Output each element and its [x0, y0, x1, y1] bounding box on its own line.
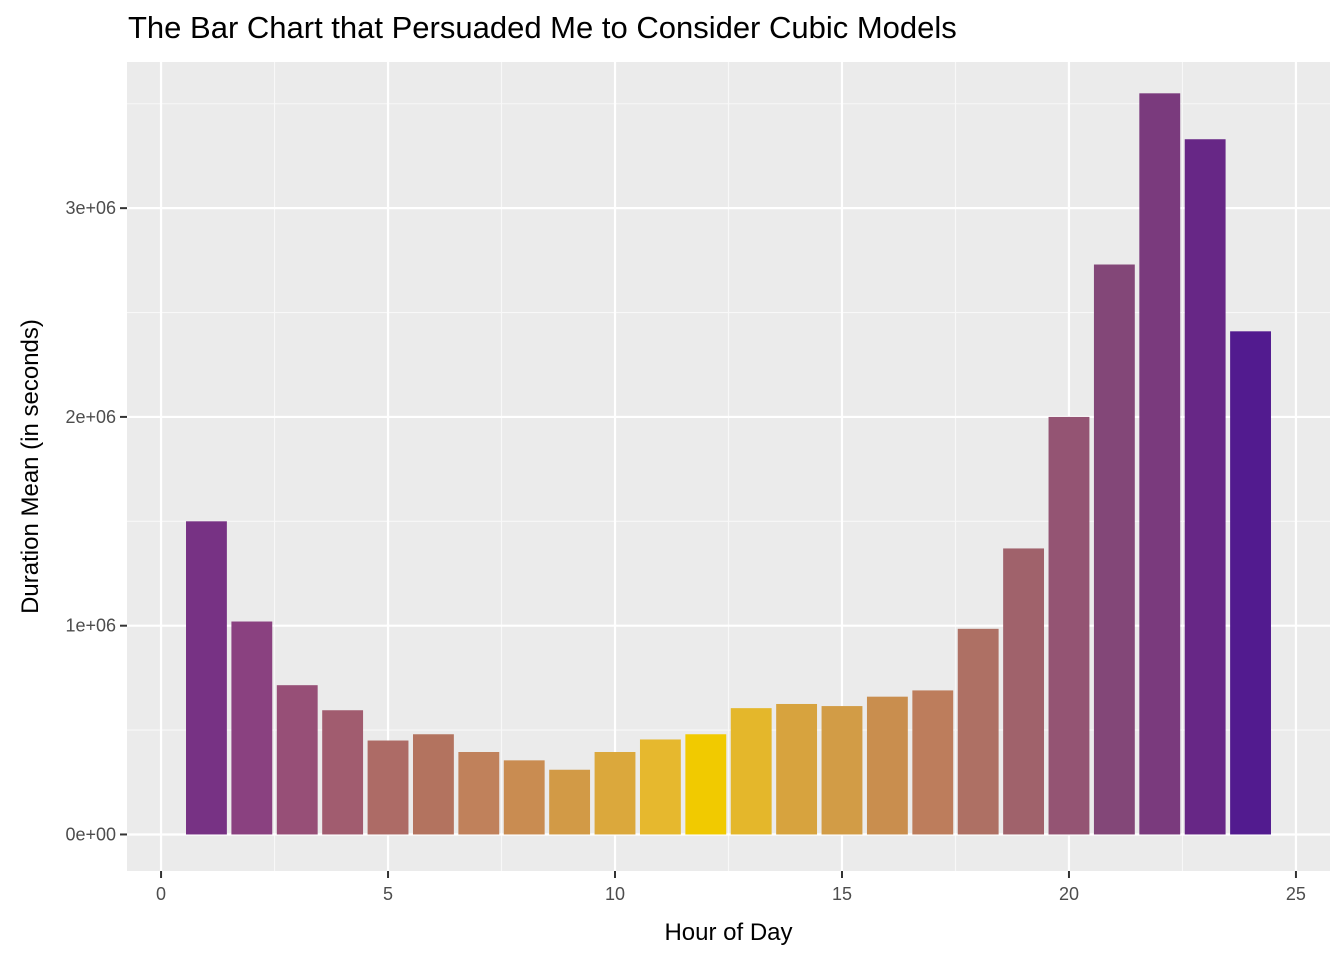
bar-hour-17 — [912, 690, 954, 835]
bar-hour-11 — [639, 739, 681, 835]
bar-hour-24 — [1230, 331, 1271, 835]
chart-title: The Bar Chart that Persuaded Me to Consi… — [128, 10, 957, 45]
x-tick-label: 0 — [156, 884, 166, 904]
bar-hour-14 — [776, 703, 818, 835]
y-tick-label: 0e+00 — [65, 824, 116, 844]
bar-hour-1 — [186, 521, 227, 835]
bar-hour-23 — [1184, 139, 1226, 835]
bar-hour-15 — [821, 706, 863, 835]
x-tick-label: 5 — [383, 884, 393, 904]
y-tick-label: 2e+06 — [65, 407, 116, 427]
x-tick-label: 20 — [1059, 884, 1079, 904]
y-axis: 0e+00 1e+06 2e+06 3e+06 — [65, 198, 127, 844]
bar-hour-6 — [412, 734, 454, 835]
bar-hour-9 — [549, 769, 591, 835]
x-tick-label: 25 — [1286, 884, 1306, 904]
x-axis: 0 5 10 15 20 25 — [156, 871, 1306, 904]
bar-hour-16 — [866, 696, 908, 835]
bar-hour-22 — [1139, 93, 1181, 835]
bar-hour-13 — [730, 708, 772, 835]
bar-hour-19 — [1003, 548, 1045, 835]
y-tick-label: 1e+06 — [65, 616, 116, 636]
bar-hour-10 — [594, 751, 636, 835]
bar-hour-21 — [1093, 264, 1135, 835]
bar-hour-2 — [231, 621, 273, 835]
bar-hour-3 — [276, 685, 318, 835]
x-tick-label: 10 — [605, 884, 625, 904]
bar-hour-20 — [1048, 416, 1090, 835]
y-tick-label: 3e+06 — [65, 198, 116, 218]
bar-hour-12 — [685, 734, 727, 835]
bars-group — [186, 93, 1271, 835]
x-axis-title: Hour of Day — [664, 919, 792, 946]
x-tick-label: 15 — [832, 884, 852, 904]
bar-hour-8 — [503, 760, 545, 835]
bar-hour-4 — [322, 710, 364, 835]
bar-hour-18 — [957, 628, 999, 835]
bar-hour-5 — [367, 740, 409, 835]
y-axis-title: Duration Mean (in seconds) — [17, 319, 44, 614]
bar-hour-7 — [458, 751, 500, 835]
